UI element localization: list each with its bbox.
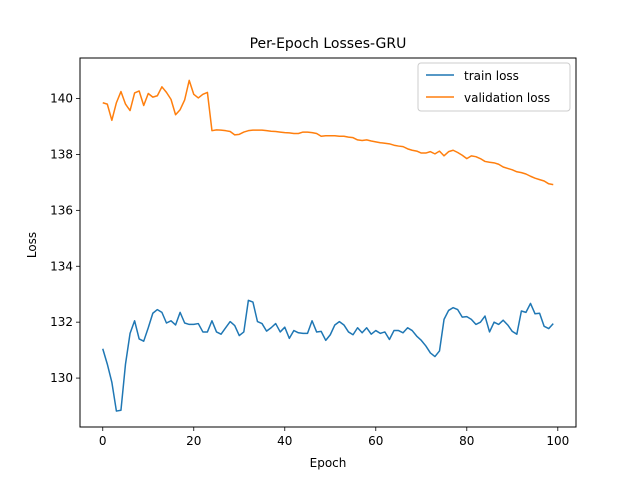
- y-tick-label: 130: [50, 371, 73, 385]
- y-axis-label: Loss: [25, 232, 39, 258]
- y-tick-label: 136: [50, 203, 73, 217]
- legend: train loss validation loss: [417, 62, 571, 112]
- y-axis-ticks: 130 132 134 136 138 140: [50, 92, 80, 385]
- x-axis-ticks: 0 20 40 60 80 100: [99, 427, 569, 448]
- x-tick-label: 40: [277, 434, 292, 448]
- x-tick-label: 60: [368, 434, 383, 448]
- legend-label-train-loss: train loss: [464, 69, 519, 83]
- x-tick-label: 80: [459, 434, 474, 448]
- axes-frame: [79, 57, 577, 428]
- y-tick-label: 140: [50, 92, 73, 106]
- x-tick-label: 100: [546, 434, 569, 448]
- chart-title: Per-Epoch Losses-GRU: [250, 36, 407, 52]
- x-axis-label: Epoch: [310, 456, 347, 470]
- legend-box: [417, 62, 571, 112]
- series-line-validation-loss: [102, 79, 554, 186]
- y-tick-label: 134: [50, 259, 73, 273]
- series-line-train-loss: [102, 299, 554, 412]
- series-group: [102, 79, 554, 412]
- y-tick-label: 132: [50, 315, 73, 329]
- x-tick-label: 20: [186, 434, 201, 448]
- y-tick-label: 138: [50, 147, 73, 161]
- plot-area: [79, 57, 577, 428]
- legend-label-validation-loss: validation loss: [464, 91, 550, 105]
- x-tick-label: 0: [99, 434, 107, 448]
